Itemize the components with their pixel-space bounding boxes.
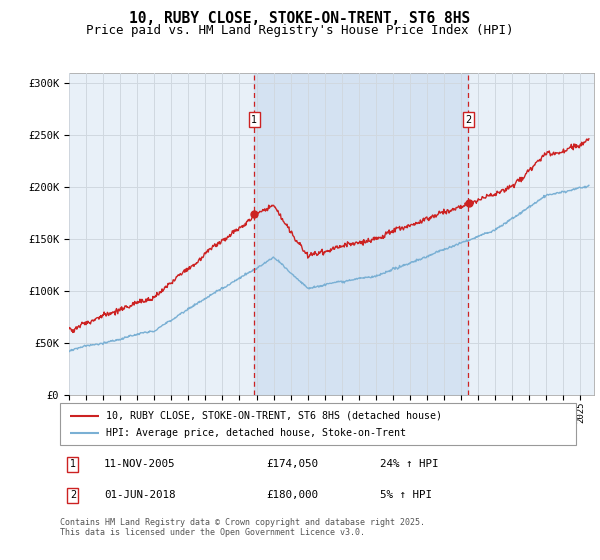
Text: 2: 2 [70, 490, 76, 500]
Text: Price paid vs. HM Land Registry's House Price Index (HPI): Price paid vs. HM Land Registry's House … [86, 24, 514, 36]
Text: 11-NOV-2005: 11-NOV-2005 [104, 459, 175, 469]
Text: 10, RUBY CLOSE, STOKE-ON-TRENT, ST6 8HS: 10, RUBY CLOSE, STOKE-ON-TRENT, ST6 8HS [130, 11, 470, 26]
Text: 01-JUN-2018: 01-JUN-2018 [104, 490, 175, 500]
Text: Contains HM Land Registry data © Crown copyright and database right 2025.
This d: Contains HM Land Registry data © Crown c… [60, 518, 425, 538]
Text: 5% ↑ HPI: 5% ↑ HPI [380, 490, 432, 500]
Text: HPI: Average price, detached house, Stoke-on-Trent: HPI: Average price, detached house, Stok… [106, 428, 406, 438]
Text: 1: 1 [70, 459, 76, 469]
Text: 1: 1 [251, 115, 257, 124]
Text: 10, RUBY CLOSE, STOKE-ON-TRENT, ST6 8HS (detached house): 10, RUBY CLOSE, STOKE-ON-TRENT, ST6 8HS … [106, 411, 442, 421]
Text: 24% ↑ HPI: 24% ↑ HPI [380, 459, 439, 469]
Text: £174,050: £174,050 [266, 459, 319, 469]
Text: £180,000: £180,000 [266, 490, 319, 500]
Text: 2: 2 [465, 115, 472, 124]
